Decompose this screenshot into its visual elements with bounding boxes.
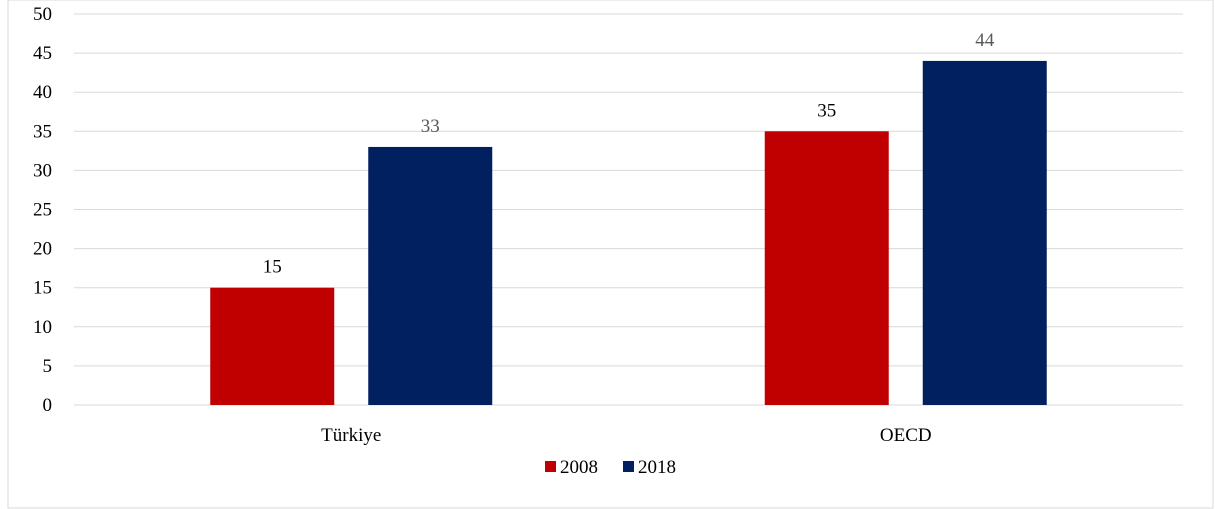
y-tick-label: 0 <box>43 395 53 416</box>
legend-swatch-2018 <box>623 461 634 472</box>
y-tick-label: 40 <box>33 82 52 103</box>
legend-swatch-2008 <box>545 461 556 472</box>
bars <box>210 60 1047 406</box>
y-tick-label: 50 <box>33 4 52 25</box>
bar-2008-0 <box>210 287 335 405</box>
x-axis-categories: Türkiye OECD <box>321 425 931 446</box>
data-labels: 15 33 35 44 <box>263 30 995 278</box>
bar-2018-0 <box>368 146 493 405</box>
legend-label: 2018 <box>638 457 676 478</box>
y-tick-label: 35 <box>33 121 52 142</box>
chart-frame <box>7 0 1214 509</box>
legend-label: 2008 <box>560 457 598 478</box>
category-label: OECD <box>880 425 932 446</box>
y-tick-label: 5 <box>43 356 53 377</box>
y-tick-label: 30 <box>33 160 52 181</box>
y-tick-label: 15 <box>33 278 52 299</box>
data-label: 33 <box>421 116 440 137</box>
bar-2018-1 <box>922 60 1047 406</box>
legend: 2008 2018 <box>545 457 676 478</box>
bar-2008-1 <box>764 131 889 406</box>
y-tick-label: 20 <box>33 239 52 260</box>
y-axis-ticks: 0 5 10 15 20 25 30 35 40 45 50 <box>33 4 52 416</box>
data-label: 15 <box>263 257 282 278</box>
data-label: 35 <box>817 100 836 121</box>
y-tick-label: 45 <box>33 43 52 64</box>
category-label: Türkiye <box>321 425 381 446</box>
y-tick-label: 25 <box>33 200 52 221</box>
y-tick-label: 10 <box>33 317 52 338</box>
data-label: 44 <box>975 30 995 51</box>
